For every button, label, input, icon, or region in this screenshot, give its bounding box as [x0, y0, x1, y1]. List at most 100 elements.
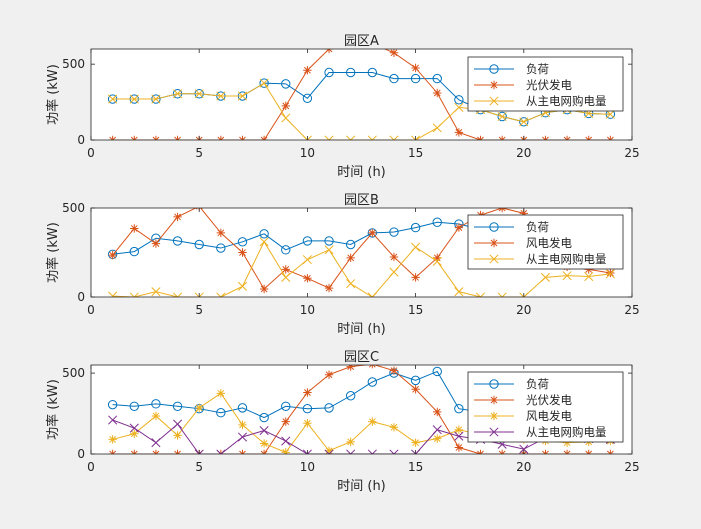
legend-entry: 从主电网购电量 [526, 252, 607, 266]
legend-marker [489, 254, 499, 264]
data-point [454, 403, 464, 414]
data-point [411, 63, 420, 73]
subplot-title: 园区B [344, 193, 379, 208]
data-point [216, 408, 226, 418]
data-point [108, 415, 118, 425]
data-point [151, 411, 161, 421]
data-point [584, 265, 593, 274]
data-point [324, 449, 334, 454]
data-point [410, 375, 421, 386]
data-point [302, 449, 312, 454]
y-tick-label: 0 [77, 133, 85, 147]
data-point [497, 292, 507, 297]
x-tick-label: 10 [300, 146, 315, 160]
data-point [346, 365, 355, 371]
data-point [433, 434, 442, 443]
data-point [129, 401, 139, 411]
data-point [368, 228, 377, 238]
data-point [519, 292, 529, 297]
data-point [281, 79, 291, 89]
x-tick-label: 20 [516, 303, 531, 317]
data-point [345, 67, 356, 78]
data-point [172, 401, 183, 411]
data-point [302, 403, 313, 414]
data-point [433, 253, 442, 263]
data-point [411, 438, 420, 447]
data-point [302, 255, 312, 265]
x-tick-label: 5 [195, 146, 203, 160]
data-point [454, 443, 464, 452]
data-point [130, 429, 139, 438]
data-point [259, 425, 269, 436]
legend-entry: 光伏发电 [526, 393, 572, 407]
x-axis-label: 时间 (h) [337, 165, 386, 180]
data-point [432, 256, 442, 266]
data-point [345, 239, 356, 250]
y-axis-label: 功率 (kW) [45, 379, 61, 440]
legend-entry: 从主电网购电量 [526, 94, 607, 108]
x-tick-label: 15 [408, 303, 423, 317]
data-point [259, 78, 269, 88]
data-point [584, 271, 594, 282]
data-point [433, 407, 442, 417]
data-point [151, 399, 161, 409]
data-point [454, 102, 464, 112]
data-point [432, 123, 442, 133]
data-point [367, 292, 377, 297]
data-point [497, 111, 507, 122]
data-point [324, 67, 334, 78]
data-point [281, 272, 291, 282]
data-point [173, 419, 183, 429]
data-point [389, 449, 399, 454]
legend-marker [489, 411, 499, 421]
series-line-2 [112, 82, 611, 140]
data-point [108, 291, 118, 297]
data-point [454, 128, 464, 137]
x-tick-label: 15 [408, 460, 423, 474]
legend-marker [489, 80, 499, 90]
data-point [238, 248, 247, 257]
data-point [237, 237, 248, 247]
data-point [540, 272, 550, 282]
data-point [367, 135, 377, 140]
data-point [281, 265, 290, 274]
x-tick-label: 25 [624, 303, 639, 317]
data-point [303, 388, 312, 397]
legend-entry: 风电发电 [526, 409, 572, 423]
data-point [454, 287, 464, 297]
x-tick-label: 10 [300, 303, 315, 317]
data-point [129, 292, 139, 297]
data-point [151, 94, 161, 104]
data-point [216, 243, 226, 253]
data-point [216, 389, 226, 398]
data-point [562, 438, 572, 447]
y-tick-label: 500 [62, 366, 85, 380]
data-point [389, 366, 399, 375]
legend-marker [489, 64, 499, 74]
data-point [259, 412, 269, 423]
data-point [519, 117, 529, 127]
data-point [324, 135, 334, 140]
data-point [324, 236, 334, 246]
data-point [237, 403, 248, 413]
data-point [411, 242, 421, 252]
data-point [367, 449, 377, 454]
data-point [237, 281, 248, 291]
data-point [129, 94, 139, 104]
data-point [346, 437, 355, 447]
data-point [237, 91, 248, 101]
legend-entry: 负荷 [526, 377, 549, 391]
data-point [346, 279, 356, 289]
legend-entry: 负荷 [526, 220, 549, 234]
data-point [454, 431, 464, 441]
data-point [194, 292, 204, 297]
data-point [411, 385, 420, 394]
data-point [411, 273, 420, 282]
legend-marker [489, 379, 499, 389]
data-point [410, 73, 421, 84]
data-point [281, 101, 290, 111]
data-point [281, 245, 291, 255]
